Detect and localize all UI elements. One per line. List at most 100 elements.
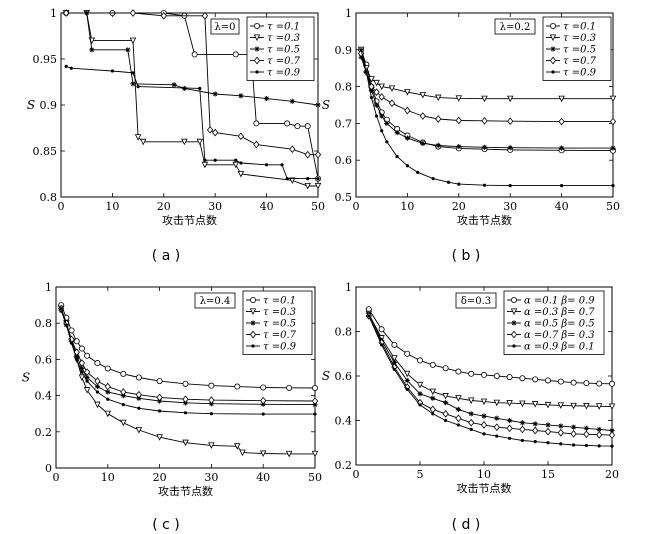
data-point bbox=[359, 48, 363, 52]
data-point bbox=[609, 117, 617, 126]
data-point bbox=[519, 425, 526, 434]
y-tick-label: 0.6 bbox=[335, 370, 353, 383]
data-point bbox=[212, 91, 218, 97]
data-point bbox=[313, 412, 317, 416]
data-point bbox=[404, 135, 410, 141]
data-point bbox=[506, 424, 513, 433]
legend-marker bbox=[250, 320, 256, 326]
data-point bbox=[429, 388, 437, 396]
series-triangle-down bbox=[365, 310, 616, 410]
y-tick-label: 0.6 bbox=[35, 353, 53, 366]
data-point bbox=[557, 378, 564, 385]
legend-label: τ =0.9 bbox=[263, 342, 297, 353]
x-tick-label: 40 bbox=[260, 200, 274, 213]
legend-label: τ =0.5 bbox=[267, 45, 300, 56]
data-point bbox=[545, 422, 551, 428]
data-point bbox=[443, 400, 449, 406]
legend-marker bbox=[510, 308, 518, 315]
data-point bbox=[129, 37, 137, 45]
legend-marker bbox=[249, 330, 257, 339]
data-point bbox=[198, 86, 202, 91]
data-point bbox=[378, 83, 385, 91]
data-point bbox=[597, 444, 601, 448]
x-tick-label: 10 bbox=[101, 471, 115, 484]
data-point bbox=[171, 82, 177, 88]
y-tick-label: 0.8 bbox=[40, 191, 58, 204]
data-point bbox=[506, 400, 513, 407]
y-axis-label: S bbox=[22, 371, 30, 385]
y-tick-label: 0.2 bbox=[335, 459, 353, 472]
data-point bbox=[417, 391, 423, 397]
data-point bbox=[73, 338, 80, 345]
data-point bbox=[455, 116, 462, 125]
data-point bbox=[519, 400, 526, 408]
data-point bbox=[495, 434, 499, 438]
x-tick-label: 15 bbox=[541, 468, 555, 481]
data-point bbox=[84, 352, 91, 359]
data-point bbox=[314, 182, 322, 190]
data-point bbox=[546, 441, 550, 445]
data-point bbox=[379, 113, 385, 119]
data-point bbox=[608, 431, 616, 440]
data-point bbox=[304, 123, 311, 130]
legend: α =0.1 β= 0.9α =0.3 β= 0.7α =0.5 β= 0.5α… bbox=[503, 290, 605, 355]
data-point bbox=[234, 158, 238, 162]
y-tick-label: 0.7 bbox=[335, 117, 353, 130]
data-point bbox=[480, 421, 488, 429]
legend-label: τ =0.1 bbox=[263, 296, 296, 307]
data-point bbox=[260, 396, 267, 405]
data-point bbox=[284, 120, 291, 127]
data-point bbox=[416, 381, 424, 389]
data-point bbox=[430, 395, 436, 401]
series-line bbox=[66, 12, 318, 187]
data-point bbox=[131, 71, 135, 75]
y-tick-label: 1 bbox=[50, 7, 57, 20]
data-point bbox=[558, 423, 564, 429]
data-point bbox=[557, 428, 564, 437]
data-point bbox=[404, 350, 411, 357]
data-point bbox=[520, 438, 525, 443]
data-point bbox=[261, 412, 265, 416]
series-circle bbox=[365, 306, 616, 387]
data-point bbox=[95, 390, 100, 394]
parameter-box bbox=[494, 18, 536, 35]
data-point bbox=[391, 360, 397, 366]
data-point bbox=[289, 145, 296, 153]
legend-marker bbox=[249, 296, 256, 303]
x-tick-label: 30 bbox=[204, 471, 218, 484]
data-point bbox=[455, 95, 463, 102]
data-point bbox=[493, 423, 500, 432]
data-point bbox=[583, 403, 590, 410]
legend-label: τ =0.1 bbox=[563, 22, 596, 33]
x-tick-label: 40 bbox=[256, 471, 270, 484]
data-point bbox=[560, 183, 564, 188]
data-point bbox=[253, 140, 260, 149]
data-point bbox=[384, 120, 390, 126]
data-point bbox=[416, 170, 420, 174]
parameter-label: δ=0.3 bbox=[461, 296, 491, 307]
data-point bbox=[481, 413, 487, 419]
data-point bbox=[104, 382, 111, 391]
y-tick-label: 0.95 bbox=[33, 53, 58, 66]
data-point bbox=[507, 145, 513, 151]
data-point bbox=[507, 417, 513, 424]
x-tick-label: 40 bbox=[555, 200, 569, 213]
legend-label: τ =0.1 bbox=[267, 22, 300, 33]
y-axis-label: S bbox=[322, 369, 330, 383]
legend-marker bbox=[253, 56, 261, 65]
data-point bbox=[584, 443, 589, 448]
data-point bbox=[156, 434, 163, 441]
series-diamond bbox=[63, 9, 322, 159]
x-axis-label: 攻击节点数 bbox=[158, 484, 213, 498]
data-point bbox=[418, 403, 422, 407]
data-point bbox=[285, 177, 289, 181]
data-point bbox=[265, 163, 269, 167]
data-point bbox=[469, 427, 473, 431]
data-point bbox=[533, 440, 537, 444]
parameter-label: λ=0.4 bbox=[200, 296, 231, 307]
data-point bbox=[506, 374, 513, 381]
x-tick-label: 20 bbox=[452, 200, 466, 213]
data-point bbox=[416, 357, 423, 364]
data-point bbox=[481, 144, 488, 150]
